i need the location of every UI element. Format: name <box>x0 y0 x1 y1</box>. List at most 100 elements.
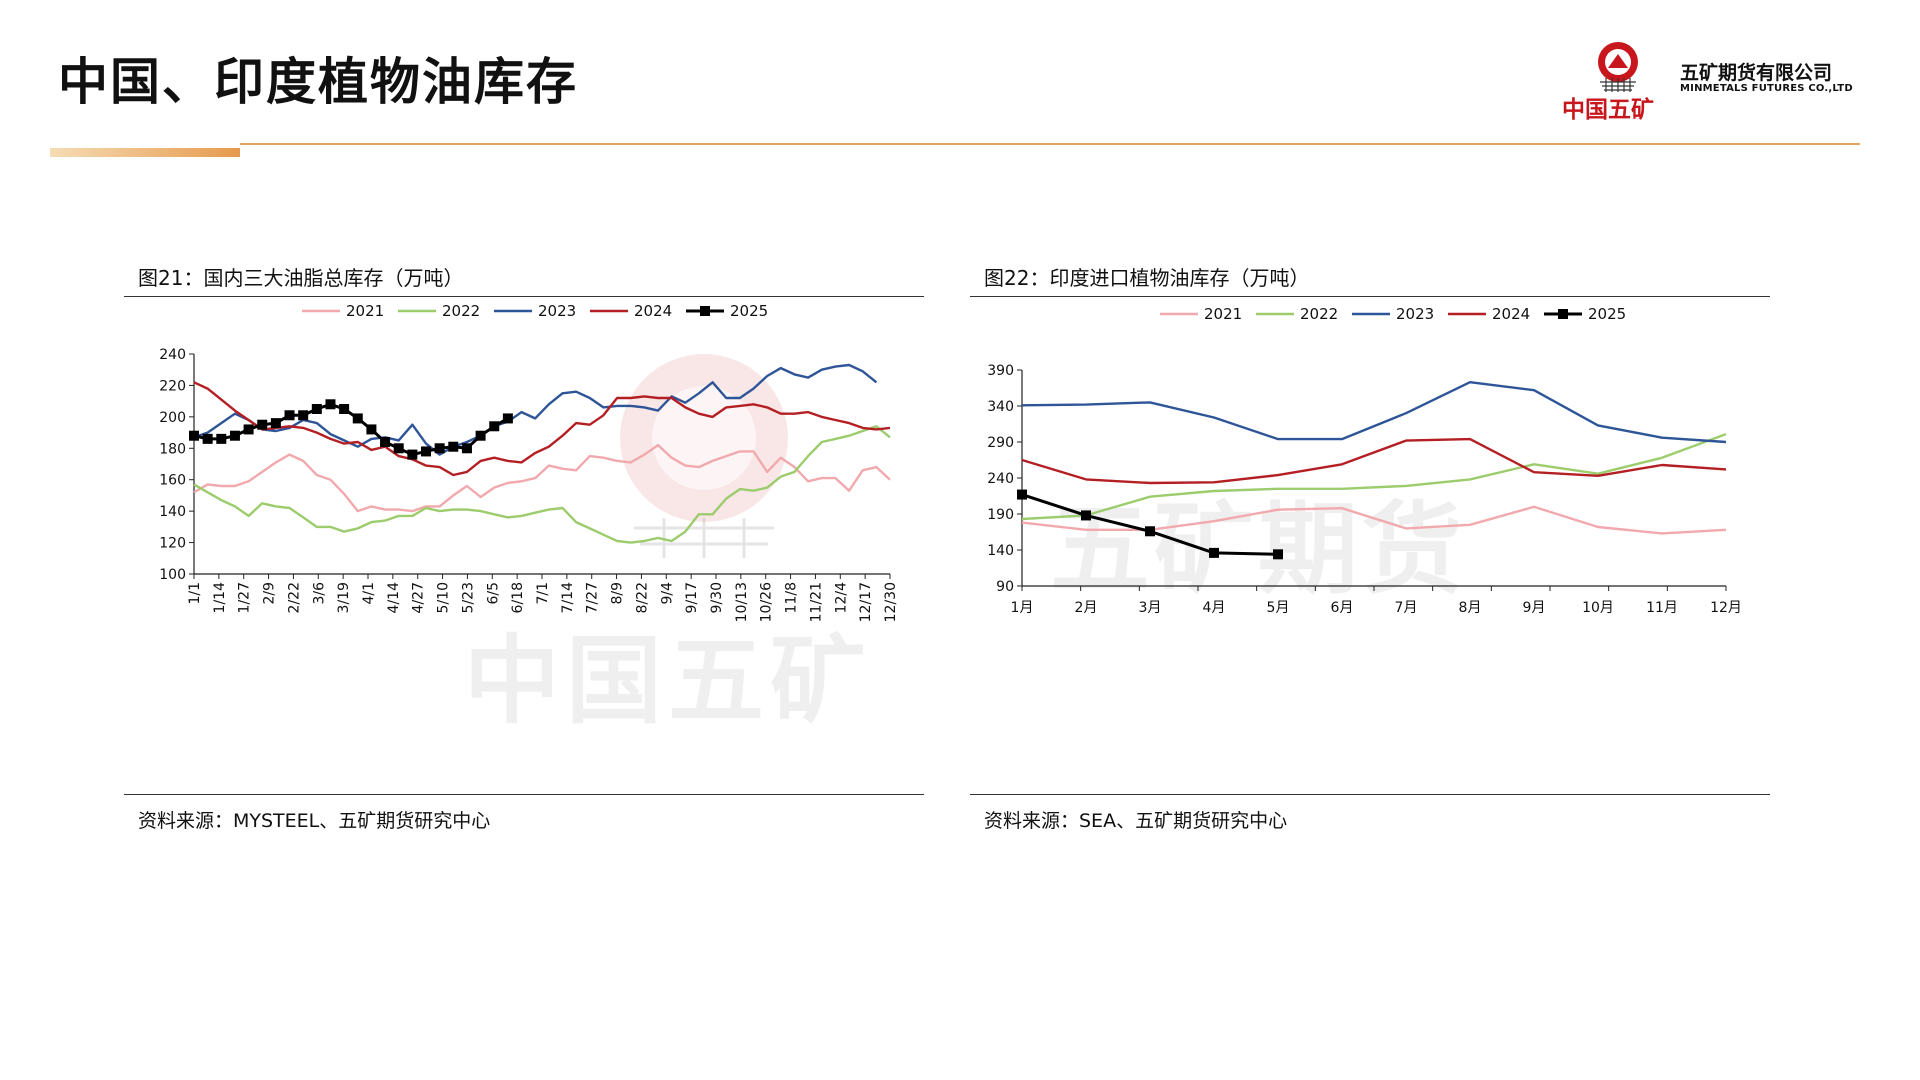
y-tick-label: 290 <box>987 435 1014 451</box>
x-tick-label: 7/1 <box>535 582 551 605</box>
series-line-2024 <box>193 381 891 477</box>
data-point-2025 <box>325 399 336 410</box>
x-tick-label: 4/27 <box>411 582 427 613</box>
y-tick-label: 240 <box>159 347 186 363</box>
legend-label-2024: 2024 <box>1492 305 1530 323</box>
data-point-2025 <box>311 404 322 414</box>
x-tick-label: 8/22 <box>634 582 650 613</box>
legend-label-2021: 2021 <box>1204 305 1242 323</box>
series-line-2024 <box>1021 437 1727 485</box>
data-point-2025 <box>489 421 500 432</box>
data-point-2025 <box>243 424 254 435</box>
figure-21-title: 图21：国内三大油脂总库存（万吨） <box>138 266 464 290</box>
x-tick-label: 1/27 <box>237 582 253 613</box>
legend-marker-2025 <box>700 306 710 316</box>
x-tick-label: 3/6 <box>311 582 327 605</box>
data-point-2025 <box>352 413 363 424</box>
series-line-2021 <box>1021 505 1727 535</box>
x-tick-label: 8月 <box>1459 600 1482 616</box>
y-tick-label: 140 <box>159 504 186 520</box>
data-point-2025 <box>421 446 431 457</box>
legend-label-2022: 2022 <box>442 302 480 320</box>
figure-22-chart: 90 140 190 240 290 340 390 1月 2月 3月 4月 5月 6月 7月 8月 9月 10… <box>987 305 1742 616</box>
data-point-2025 <box>298 410 309 421</box>
data-point-2025 <box>1081 510 1091 521</box>
series-line-2023 <box>1021 380 1727 444</box>
y-tick-label: 120 <box>159 536 186 552</box>
figure-21-panel: 图21：国内三大油脂总库存（万吨） 中国五矿 100 120 140 160 180 20… <box>124 258 924 838</box>
figure-21-chart: 100 120 140 160 180 200 220 240 1/1 1/14 1/27 2/9 2/… <box>159 302 899 622</box>
x-tick-label: 5月 <box>1267 600 1290 616</box>
data-point-2025 <box>229 430 240 441</box>
data-point-2025 <box>502 413 513 424</box>
series-line-2022 <box>1021 432 1727 521</box>
x-tick-label: 6/5 <box>485 582 501 605</box>
series-line-2023 <box>193 363 878 456</box>
data-point-2025 <box>1145 526 1155 537</box>
x-tick-label: 10/13 <box>734 582 750 622</box>
x-tick-label: 8/9 <box>610 582 626 605</box>
x-tick-label: 3月 <box>1139 600 1162 616</box>
series-line-2021 <box>193 443 891 513</box>
legend-label-2022: 2022 <box>1300 305 1338 323</box>
x-tick-label: 10/26 <box>759 582 775 622</box>
figure-21-source: 资料来源：MYSTEEL、五矿期货研究中心 <box>138 810 491 832</box>
y-tick-label: 340 <box>987 399 1014 415</box>
data-point-2025 <box>393 443 404 454</box>
data-point-2025 <box>284 410 295 421</box>
x-tick-label: 12/30 <box>883 582 899 622</box>
logo-chinese-name: 中国五矿 <box>1562 97 1654 123</box>
x-tick-label: 10月 <box>1582 600 1614 616</box>
y-tick-label: 140 <box>987 543 1014 559</box>
company-name-en: MINMETALS FUTURES CO.,LTD <box>1680 83 1853 94</box>
x-tick-label: 7月 <box>1395 600 1418 616</box>
y-tick-label: 240 <box>987 471 1014 487</box>
data-point-2025 <box>1017 489 1027 500</box>
y-tick-label: 220 <box>159 378 186 394</box>
company-logo: 中国五矿 五矿期货有限公司 MINMETALS FUTURES CO.,LTD <box>1560 38 1890 128</box>
x-tick-label: 9/17 <box>684 582 700 613</box>
figure-22-top-rule <box>970 296 1770 297</box>
figure-21-top-rule <box>124 296 924 297</box>
y-tick-label: 180 <box>159 441 186 457</box>
x-tick-label: 7/27 <box>585 582 601 613</box>
figure-22-panel: 图22：印度进口植物油库存（万吨） 五矿期货 90 140 190 240 290 340… <box>970 258 1770 838</box>
data-point-2025 <box>366 424 377 435</box>
x-tick-label: 2/9 <box>262 582 278 605</box>
data-point-2025 <box>189 430 199 441</box>
series-line-2022 <box>193 425 891 544</box>
header-divider <box>240 143 1860 145</box>
legend-marker-2025 <box>1558 309 1568 319</box>
x-tick-label: 9/30 <box>709 582 725 613</box>
data-point-2025 <box>461 443 472 454</box>
data-point-2025 <box>257 419 268 430</box>
y-tick-label: 160 <box>159 473 186 489</box>
x-tick-label: 11月 <box>1646 600 1678 616</box>
x-tick-label: 6月 <box>1331 600 1354 616</box>
figure-22-title: 图22：印度进口植物油库存（万吨） <box>984 266 1310 290</box>
y-tick-label: 90 <box>996 579 1014 595</box>
y-tick-label: 390 <box>987 363 1014 379</box>
data-point-2025 <box>1273 549 1283 560</box>
x-tick-label: 5/23 <box>460 582 476 613</box>
figure-22-bottom-rule <box>970 794 1770 795</box>
x-tick-label: 4/1 <box>361 582 377 605</box>
page-title: 中国、印度植物油库存 <box>58 53 578 111</box>
x-tick-label: 12月 <box>1710 600 1742 616</box>
y-tick-label: 200 <box>159 410 186 426</box>
x-tick-label: 4月 <box>1203 600 1226 616</box>
data-point-2025 <box>1209 547 1219 558</box>
data-point-2025 <box>339 404 350 414</box>
x-tick-label: 12/17 <box>858 582 874 622</box>
data-point-2025 <box>475 430 486 441</box>
x-tick-label: 6/18 <box>510 582 526 613</box>
legend-label-2024: 2024 <box>634 302 672 320</box>
x-tick-label: 11/21 <box>808 582 824 622</box>
data-point-2025 <box>380 437 391 447</box>
x-tick-label: 1月 <box>1011 600 1034 616</box>
data-point-2025 <box>448 441 459 452</box>
x-tick-label: 12/4 <box>833 582 849 614</box>
figure-22-source: 资料来源：SEA、五矿期货研究中心 <box>984 810 1288 832</box>
x-tick-label: 5/10 <box>436 582 452 613</box>
data-point-2025 <box>216 433 227 444</box>
